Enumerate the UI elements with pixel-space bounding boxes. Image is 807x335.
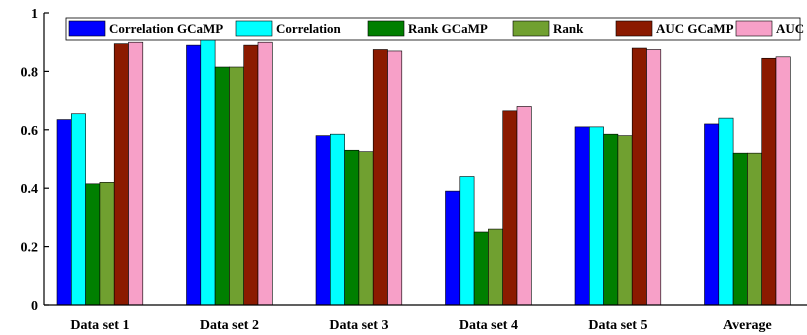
x-tick-label: Data set 1 <box>70 318 129 333</box>
bar-5-4 <box>646 49 662 306</box>
bar-1-0 <box>71 113 86 306</box>
x-ticks-group: Data set 1 Data set 2 Data set 3 Data set 4… <box>70 318 771 333</box>
y-tick-label: 0 <box>31 299 38 314</box>
bar-3-2 <box>358 151 374 306</box>
x-tick-label: Data set 2 <box>200 318 259 333</box>
y-tick-label: 0.4 <box>21 182 39 197</box>
bar-3-3 <box>488 228 503 306</box>
bar-3-1 <box>229 66 244 306</box>
bar-4-1 <box>243 44 259 306</box>
y-tick-label: 1 <box>31 7 38 22</box>
bar-4-4 <box>631 47 647 306</box>
bar-2-0 <box>85 183 101 306</box>
bars-group <box>56 38 791 306</box>
legend-label-2: Rank GCaMP <box>408 21 488 36</box>
bar-4-0 <box>113 43 129 306</box>
bar-5-0 <box>128 41 144 306</box>
bar-1-4 <box>588 126 604 306</box>
x-tick-label: Data set 4 <box>459 318 518 333</box>
bar-3-4 <box>617 135 633 306</box>
bar-5-1 <box>257 41 273 306</box>
bar-1-3 <box>459 176 475 306</box>
bar-5-5 <box>775 56 791 306</box>
legend-swatch-0 <box>68 20 106 37</box>
legend-swatch-4 <box>615 20 653 37</box>
y-ticks-group: 0 0.2 0.4 0.6 0.8 1 <box>21 7 49 314</box>
legend-swatch-2 <box>367 20 405 37</box>
legend-label-5: AUC <box>776 21 804 36</box>
bar-0-0 <box>56 119 72 306</box>
x-tick-label: Data set 3 <box>329 318 388 333</box>
bar-0-1 <box>186 44 202 306</box>
bar-5-2 <box>387 50 403 306</box>
bar-0-2 <box>315 135 331 306</box>
bar-0-5 <box>704 123 720 306</box>
bar-0-4 <box>574 126 590 306</box>
y-tick-label: 0.2 <box>21 241 39 256</box>
bar-1-1 <box>200 38 216 306</box>
bar-4-2 <box>372 49 388 306</box>
bar-0-3 <box>445 190 461 306</box>
x-tick-label: Average <box>723 318 772 333</box>
bar-5-3 <box>516 106 532 306</box>
bar-1-5 <box>718 117 734 306</box>
legend-swatch-3 <box>512 20 550 37</box>
bar-3-0 <box>99 182 115 306</box>
legend-label-4: AUC GCaMP <box>656 21 734 36</box>
legend-label-1: Correlation <box>276 21 342 36</box>
legend: Correlation GCaMP Correlation Rank GCaMP Ra… <box>65 17 804 41</box>
bar-1-2 <box>329 133 345 306</box>
bar-4-3 <box>502 110 518 306</box>
legend-label-0: Correlation GCaMP <box>109 21 223 36</box>
bar-2-4 <box>603 133 619 306</box>
bar-2-2 <box>344 149 360 306</box>
legend-swatch-5 <box>735 20 773 37</box>
bar-4-5 <box>761 57 777 306</box>
y-tick-label: 0.8 <box>21 65 39 80</box>
bar-2-1 <box>214 66 230 306</box>
legend-swatch-1 <box>235 20 273 37</box>
y-tick-label: 0.6 <box>21 124 39 139</box>
bar-3-5 <box>747 152 763 306</box>
x-tick-label: Data set 5 <box>588 318 647 333</box>
bar-2-5 <box>732 152 748 306</box>
axes-group <box>43 13 807 306</box>
legend-label-3: Rank <box>553 21 584 36</box>
bar-2-3 <box>473 231 489 306</box>
